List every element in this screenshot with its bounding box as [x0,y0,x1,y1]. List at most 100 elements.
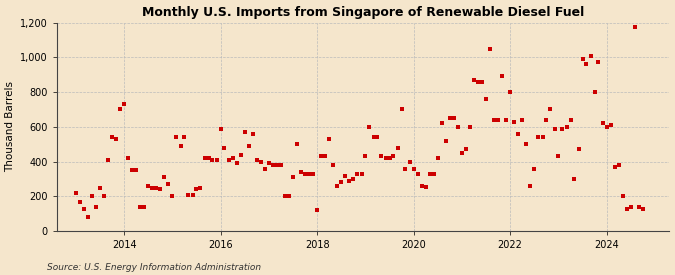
Point [589,90,600,94]
Point [629,25,640,29]
Point [292,142,302,146]
Point [167,194,178,199]
Point [348,177,358,181]
Point [573,147,584,152]
Point [610,165,620,169]
Point [396,107,407,112]
Point [441,139,452,143]
Point [545,107,556,112]
Point [296,170,306,174]
Point [472,79,483,84]
Point [119,102,130,106]
Point [533,135,543,139]
Point [324,137,335,141]
Point [336,180,347,185]
Point [517,118,528,122]
Point [103,158,113,162]
Point [541,118,551,122]
Point [123,156,134,160]
Point [240,130,250,134]
Point [171,135,182,139]
Point [219,145,230,150]
Point [388,154,399,159]
Point [597,121,608,126]
Point [404,160,415,164]
Point [316,154,327,159]
Point [460,147,471,152]
Point [501,118,512,122]
Point [444,116,455,120]
Point [320,154,331,159]
Point [561,125,572,129]
Point [207,158,218,162]
Point [300,172,310,176]
Point [368,135,379,139]
Point [436,121,447,126]
Point [159,175,169,180]
Point [231,161,242,166]
Point [429,172,439,176]
Point [86,194,97,199]
Point [453,125,464,129]
Point [372,135,383,139]
Point [577,57,588,61]
Point [203,156,214,160]
Point [115,107,126,112]
Point [529,166,540,171]
Point [163,182,174,186]
Point [525,184,536,188]
Point [260,166,271,171]
Point [557,126,568,131]
Point [308,172,319,176]
Point [131,168,142,172]
Point [199,156,210,160]
Point [352,172,362,176]
Point [477,79,487,84]
Point [380,156,391,160]
Point [617,194,628,199]
Point [569,177,580,181]
Point [344,178,355,183]
Point [288,175,298,180]
Point [605,123,616,127]
Title: Monthly U.S. Imports from Singapore of Renewable Diesel Fuel: Monthly U.S. Imports from Singapore of R… [142,6,584,18]
Point [279,194,290,199]
Y-axis label: Thousand Barrels: Thousand Barrels [5,81,16,172]
Point [236,152,246,157]
Point [340,173,350,178]
Point [424,172,435,176]
Point [107,135,117,139]
Point [143,184,154,188]
Point [82,215,93,219]
Point [111,137,122,141]
Point [99,194,109,199]
Point [267,163,278,167]
Point [195,186,206,190]
Point [412,172,423,176]
Point [448,116,459,120]
Point [187,192,198,197]
Point [376,154,387,159]
Point [416,184,427,188]
Point [468,78,479,82]
Point [408,166,419,171]
Point [127,168,138,172]
Point [263,161,274,166]
Point [392,145,403,150]
Point [327,163,338,167]
Point [151,186,162,190]
Point [384,156,395,160]
Point [248,132,259,136]
Point [332,184,343,188]
Point [509,119,520,124]
Point [215,126,226,131]
Point [614,163,624,167]
Point [356,172,367,176]
Point [497,74,508,79]
Point [284,194,294,199]
Point [271,163,282,167]
Point [565,118,576,122]
Point [520,142,531,146]
Point [549,126,560,131]
Point [227,156,238,160]
